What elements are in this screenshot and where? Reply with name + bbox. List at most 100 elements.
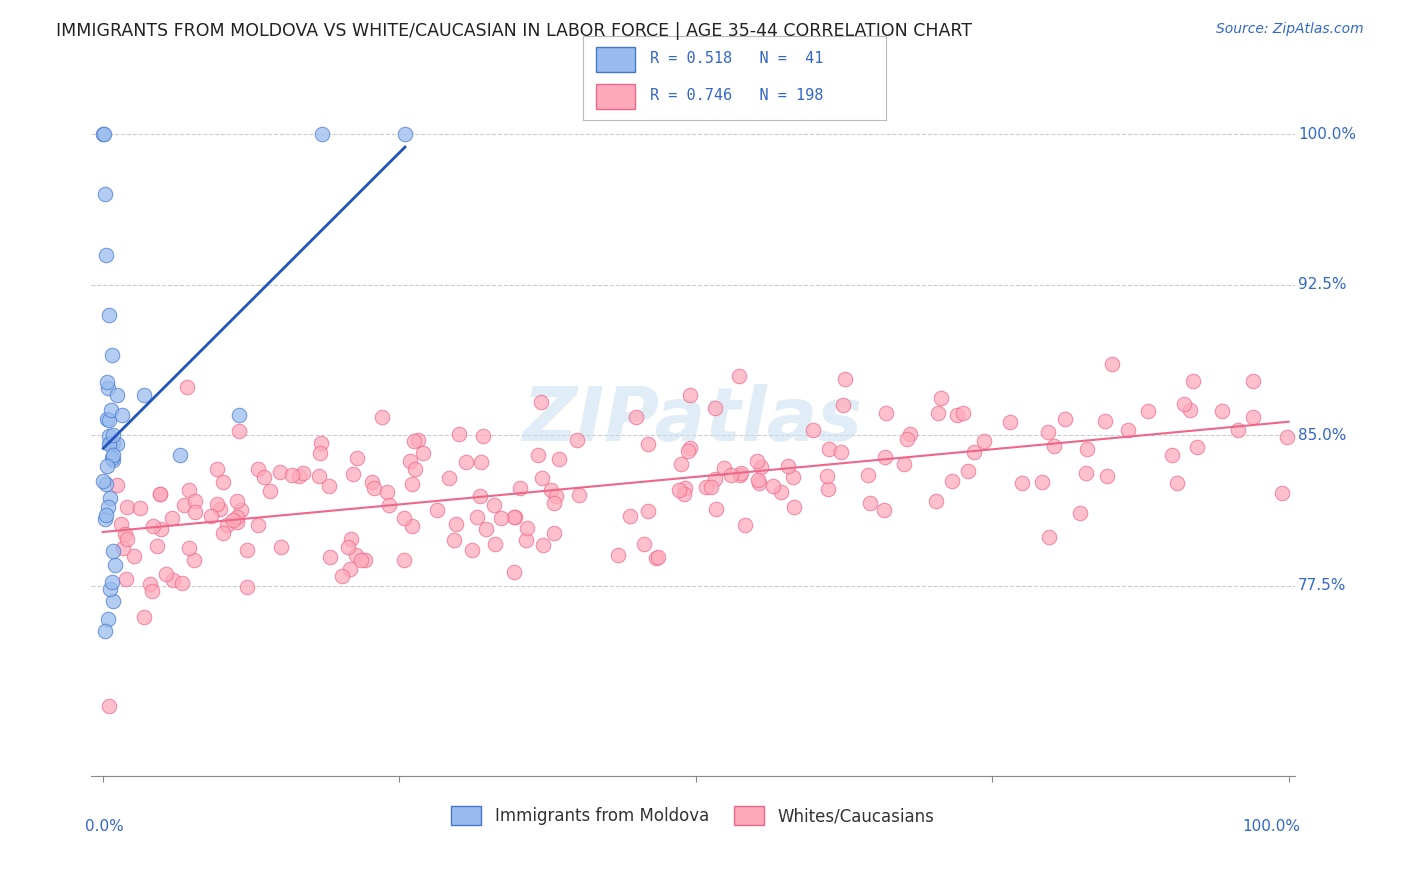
Point <box>162 573 184 587</box>
Point <box>311 128 333 142</box>
Point <box>394 553 416 567</box>
Text: IMMIGRANTS FROM MOLDOVA VS WHITE/CAUCASIAN IN LABOR FORCE | AGE 35-44 CORRELATIO: IMMIGRANTS FROM MOLDOVA VS WHITE/CAUCASI… <box>56 22 972 40</box>
Point <box>107 477 129 491</box>
Point <box>749 459 772 474</box>
Point <box>97 612 120 626</box>
Point <box>502 510 524 524</box>
Point <box>543 496 565 510</box>
Point <box>96 459 118 474</box>
Point <box>394 128 416 142</box>
Point <box>101 348 124 362</box>
Point <box>1116 424 1139 438</box>
Point <box>100 402 122 417</box>
Point <box>1097 469 1119 483</box>
Point <box>509 481 531 495</box>
Point <box>105 437 128 451</box>
Point <box>318 479 340 493</box>
Bar <box>596 84 636 110</box>
Point <box>184 493 207 508</box>
Text: ZIPatlas: ZIPatlas <box>523 384 863 457</box>
Point <box>695 480 717 494</box>
Point <box>225 493 247 508</box>
Point <box>94 624 117 638</box>
Point <box>236 543 259 558</box>
Point <box>142 519 165 533</box>
Point <box>177 483 200 497</box>
Point <box>350 552 373 566</box>
Point <box>502 565 524 579</box>
Point <box>344 549 367 563</box>
Point <box>472 429 495 443</box>
Point <box>526 448 548 462</box>
Point <box>401 477 423 491</box>
Point <box>405 462 427 476</box>
Point <box>115 572 138 586</box>
Point <box>259 483 281 498</box>
Point <box>676 444 699 458</box>
Point <box>679 388 702 402</box>
Point <box>963 444 986 458</box>
Point <box>406 434 429 448</box>
Point <box>470 455 492 469</box>
Point <box>105 388 128 402</box>
Point <box>96 375 118 389</box>
Point <box>200 508 222 523</box>
Point <box>1101 357 1123 371</box>
Point <box>925 494 948 508</box>
Point <box>647 550 669 565</box>
Point <box>1136 404 1159 418</box>
Point <box>114 527 136 541</box>
Point <box>713 461 735 475</box>
Point <box>134 388 156 402</box>
Point <box>269 465 291 479</box>
Point <box>873 503 896 517</box>
Point <box>437 471 460 485</box>
Point <box>1076 442 1098 457</box>
Point <box>1185 440 1208 454</box>
Point <box>543 526 565 541</box>
Point <box>308 468 330 483</box>
Point <box>270 540 292 554</box>
Point <box>668 483 690 497</box>
Point <box>177 541 200 555</box>
Point <box>547 452 569 467</box>
Point <box>96 247 118 261</box>
Point <box>859 496 882 510</box>
Point <box>205 497 228 511</box>
Point <box>730 467 752 482</box>
Point <box>815 469 838 483</box>
Point <box>110 516 132 531</box>
Point <box>449 427 471 442</box>
Point <box>101 594 124 608</box>
Point <box>637 437 659 451</box>
Point <box>952 405 974 419</box>
Point <box>339 562 361 576</box>
Point <box>544 489 567 503</box>
Point <box>309 446 332 460</box>
Point <box>100 436 122 450</box>
Point <box>957 464 980 478</box>
Point <box>426 503 449 517</box>
Point <box>208 502 231 516</box>
Point <box>217 517 239 532</box>
Point <box>225 509 247 524</box>
Point <box>246 518 269 533</box>
Point <box>782 469 804 483</box>
Point <box>817 442 839 456</box>
Point <box>104 558 127 573</box>
Text: R = 0.746   N = 198: R = 0.746 N = 198 <box>650 88 824 103</box>
Point <box>748 476 770 491</box>
Legend: Immigrants from Moldova, Whites/Caucasians: Immigrants from Moldova, Whites/Caucasia… <box>444 799 941 832</box>
Point <box>769 484 792 499</box>
Point <box>761 479 783 493</box>
Point <box>1011 475 1033 490</box>
Point <box>228 408 250 422</box>
Point <box>1038 530 1060 544</box>
Text: 100.0%: 100.0% <box>1298 127 1357 142</box>
Point <box>927 406 949 420</box>
Point <box>1211 403 1233 417</box>
Point <box>703 473 725 487</box>
Point <box>97 698 120 713</box>
Point <box>184 505 207 519</box>
Point <box>568 488 591 502</box>
